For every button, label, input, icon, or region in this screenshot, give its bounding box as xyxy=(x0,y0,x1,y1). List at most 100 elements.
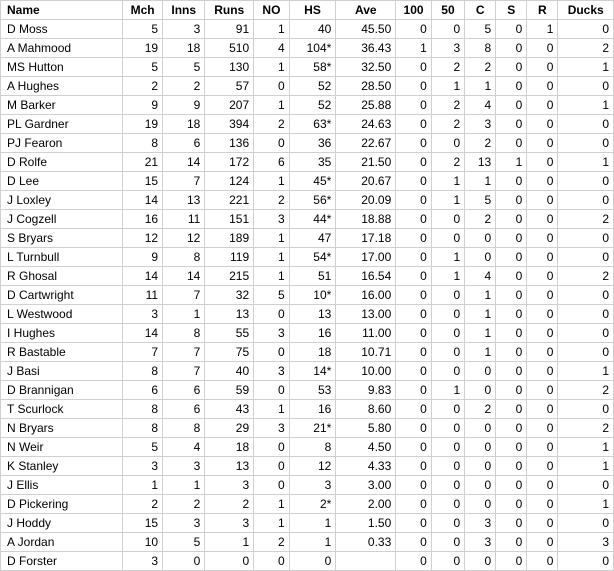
player-name: PJ Fearon xyxy=(1,134,123,153)
stat-cell: 0 xyxy=(431,20,464,39)
stat-cell: 16 xyxy=(289,400,336,419)
stat-cell: 1 xyxy=(254,172,290,191)
player-name: PL Gardner xyxy=(1,115,123,134)
stat-cell: 21 xyxy=(123,153,163,172)
stat-cell: 12 xyxy=(289,457,336,476)
stat-cell: 1 xyxy=(558,153,614,172)
stat-cell: 1 xyxy=(205,533,254,552)
stat-cell: 0 xyxy=(465,457,496,476)
player-name: D Forster xyxy=(1,552,123,571)
stat-cell: 40 xyxy=(205,362,254,381)
stat-cell: 1 xyxy=(289,533,336,552)
stat-cell: 63* xyxy=(289,115,336,134)
stat-cell: 0 xyxy=(431,438,464,457)
stat-cell: 0 xyxy=(527,438,558,457)
stat-cell: 0 xyxy=(163,552,205,571)
table-row: J Cogzell1611151344*18.88002002 xyxy=(1,210,614,229)
stat-cell: 0 xyxy=(431,476,464,495)
stat-cell: 0 xyxy=(496,400,527,419)
stat-cell: 2 xyxy=(205,495,254,514)
stat-cell: 2.00 xyxy=(336,495,396,514)
player-name: J Hoddy xyxy=(1,514,123,533)
stat-cell: 0 xyxy=(527,362,558,381)
table-row: L Turnbull98119154*17.00010000 xyxy=(1,248,614,267)
stat-cell: 0 xyxy=(289,552,336,571)
stat-cell: 0 xyxy=(396,229,432,248)
stat-cell: 172 xyxy=(205,153,254,172)
stat-cell: 0 xyxy=(496,362,527,381)
stat-cell: 0 xyxy=(396,20,432,39)
stat-cell: 0 xyxy=(465,362,496,381)
stat-cell: 6 xyxy=(254,153,290,172)
stat-cell: 0 xyxy=(558,248,614,267)
stat-cell: 0 xyxy=(431,552,464,571)
col-header-ave: Ave xyxy=(336,1,396,20)
stat-cell: 1 xyxy=(465,343,496,362)
stat-cell: 4 xyxy=(465,96,496,115)
stat-cell: 0 xyxy=(496,438,527,457)
stat-cell: 0 xyxy=(254,381,290,400)
stat-cell: 2 xyxy=(431,96,464,115)
col-header-mch: Mch xyxy=(123,1,163,20)
stat-cell: 0 xyxy=(431,324,464,343)
stat-cell: 3 xyxy=(205,476,254,495)
stat-cell: 4 xyxy=(465,267,496,286)
stat-cell: 21* xyxy=(289,419,336,438)
stat-cell: 0 xyxy=(431,305,464,324)
stat-cell: 5 xyxy=(254,286,290,305)
stat-cell: 394 xyxy=(205,115,254,134)
stat-cell: 18 xyxy=(205,438,254,457)
stat-cell: 1 xyxy=(254,248,290,267)
stat-cell: 0 xyxy=(527,476,558,495)
stat-cell: 52 xyxy=(289,77,336,96)
stat-cell: 8 xyxy=(123,400,163,419)
stat-cell: 0 xyxy=(527,324,558,343)
stat-cell: 2 xyxy=(163,77,205,96)
stat-cell: 0 xyxy=(496,210,527,229)
stat-cell: 0 xyxy=(527,419,558,438)
stat-cell: 57 xyxy=(205,77,254,96)
stat-cell: 0 xyxy=(558,77,614,96)
table-row: MS Hutton55130158*32.50022001 xyxy=(1,58,614,77)
stat-cell: 0 xyxy=(496,134,527,153)
stat-cell: 0 xyxy=(396,172,432,191)
stat-cell: 3 xyxy=(431,39,464,58)
stat-cell: 0 xyxy=(496,552,527,571)
stat-cell: 0 xyxy=(431,400,464,419)
stat-cell: 1 xyxy=(431,381,464,400)
stat-cell: 0 xyxy=(465,476,496,495)
player-name: J Ellis xyxy=(1,476,123,495)
stat-cell: 0 xyxy=(431,362,464,381)
stat-cell: 3 xyxy=(465,533,496,552)
stat-cell: 3 xyxy=(289,476,336,495)
stat-cell: 8 xyxy=(163,248,205,267)
stat-cell: 0 xyxy=(527,495,558,514)
table-row: J Hoddy1533111.50003000 xyxy=(1,514,614,533)
stat-cell: 0 xyxy=(431,343,464,362)
stat-cell: 91 xyxy=(205,20,254,39)
stat-cell: 1 xyxy=(465,305,496,324)
stat-cell: 18 xyxy=(163,39,205,58)
stat-cell: 119 xyxy=(205,248,254,267)
stat-cell: 2 xyxy=(254,533,290,552)
stat-cell: 5 xyxy=(163,533,205,552)
stat-cell: 25.88 xyxy=(336,96,396,115)
stat-cell: 14* xyxy=(289,362,336,381)
stat-cell: 9 xyxy=(123,96,163,115)
stat-cell: 0 xyxy=(396,495,432,514)
col-header-ducks: Ducks xyxy=(558,1,614,20)
col-header-50: 50 xyxy=(431,1,464,20)
stat-cell: 0 xyxy=(496,172,527,191)
stat-cell: 4.33 xyxy=(336,457,396,476)
stat-cell: 13 xyxy=(205,457,254,476)
stat-cell: 0 xyxy=(465,495,496,514)
stat-cell: 0 xyxy=(465,438,496,457)
stat-cell: 0 xyxy=(431,514,464,533)
col-header-runs: Runs xyxy=(205,1,254,20)
stat-cell: 0 xyxy=(396,191,432,210)
stat-cell: 12 xyxy=(123,229,163,248)
stat-cell: 3 xyxy=(465,115,496,134)
stat-cell: 1 xyxy=(465,172,496,191)
stat-cell: 11 xyxy=(123,286,163,305)
stat-cell: 0 xyxy=(527,514,558,533)
